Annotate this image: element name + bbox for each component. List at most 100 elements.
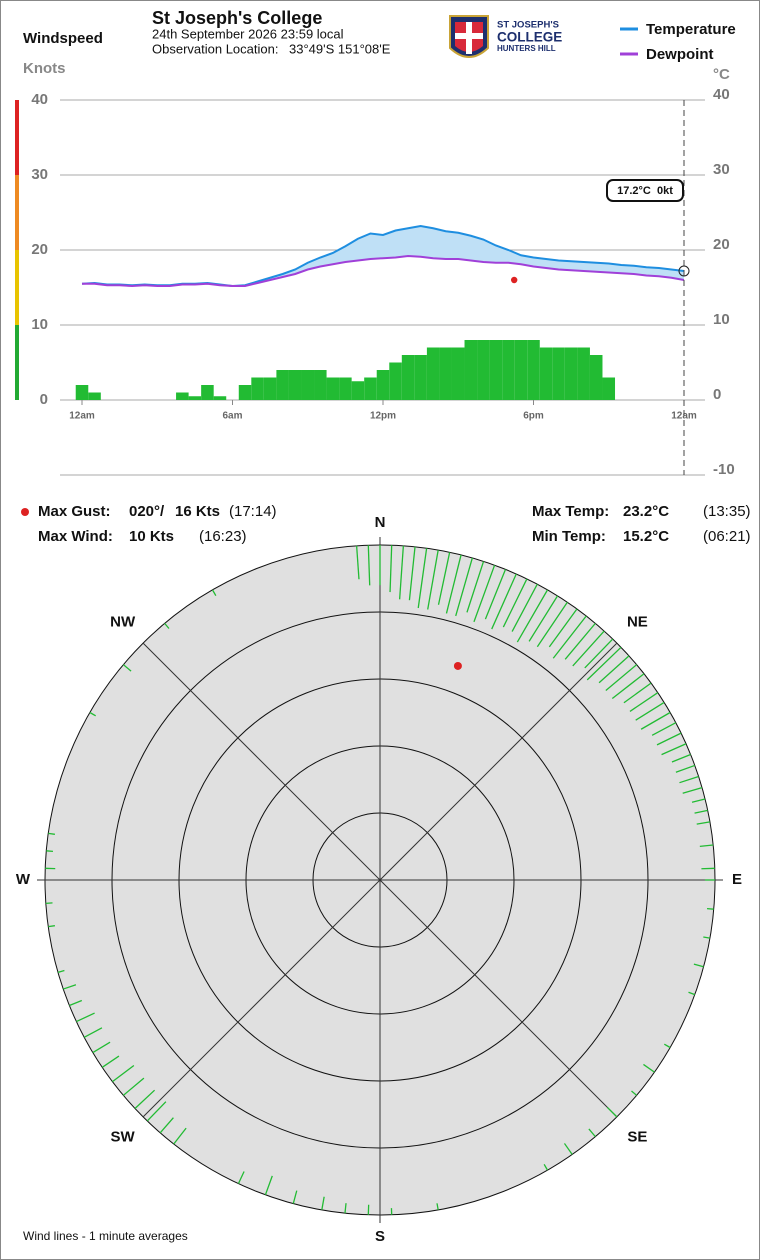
wind-line (640, 711, 671, 730)
wind-line (164, 622, 170, 629)
wind-line (211, 589, 217, 597)
stat-time: (06:21) (703, 528, 751, 545)
compass-spoke (379, 642, 618, 881)
compass-label: NW (110, 614, 136, 631)
logo-text: COLLEGE (497, 30, 562, 45)
station-title: St Joseph's College (152, 8, 322, 28)
stat-time: (16:23) (199, 528, 247, 545)
wind-bar (364, 377, 377, 400)
wind-line (389, 545, 393, 593)
logo-cross (455, 33, 483, 39)
stat-time: (17:14) (229, 503, 277, 520)
logo: ST JOSEPH'S COLLEGE HUNTERS HILL (449, 15, 562, 58)
wind-bar (564, 347, 578, 400)
wind-line (491, 573, 517, 630)
stat-value: 15.2°C (623, 528, 669, 545)
wind-bar (451, 347, 465, 400)
wind-line (367, 545, 371, 586)
wind-bar (213, 396, 227, 400)
y2-tick-label: 20 (713, 236, 730, 253)
wind-line (564, 622, 596, 660)
y2-tick-label: 0 (713, 386, 721, 403)
gust-point (453, 661, 462, 670)
wind-line (572, 630, 605, 667)
compass-label: W (16, 871, 31, 888)
wind-line (173, 1127, 187, 1145)
stat-value: 23.2°C (623, 503, 669, 520)
wind-line (688, 991, 696, 996)
footnote: Wind lines - 1 minute averages (23, 1229, 188, 1243)
wind-line (694, 809, 708, 814)
wind-bar (527, 340, 540, 400)
wind-line (484, 569, 507, 620)
wind-bar (351, 381, 365, 400)
wind-line (651, 722, 677, 736)
wind-line (112, 1064, 135, 1083)
wind-bar (263, 377, 277, 400)
date: 24th September 2026 23:59 local (152, 26, 344, 41)
wind-line (292, 1190, 298, 1204)
wind-bar (414, 355, 427, 400)
wind-bar (577, 347, 590, 400)
wind-bar (389, 362, 402, 400)
compass-spoke (142, 879, 381, 1118)
wind-line (48, 832, 55, 835)
wind-line (101, 1055, 120, 1068)
y2-tick-label: 10 (713, 311, 730, 328)
wind-line (706, 907, 714, 910)
compass-spoke (379, 879, 618, 1118)
wind-line (675, 764, 696, 773)
wind-line (344, 1203, 347, 1214)
wind-line (63, 984, 77, 990)
y-tick-label: 30 (31, 166, 48, 183)
stat-time: (13:35) (703, 503, 751, 520)
y2-tick-label: 40 (713, 86, 730, 103)
wind-line (588, 1128, 596, 1138)
stat-label: Max Wind: (38, 528, 113, 545)
y-tick-label: 20 (31, 241, 48, 258)
stat-value: 020°/ (129, 503, 165, 520)
wind-line (605, 664, 638, 692)
wind-line (661, 743, 687, 756)
wind-line (629, 692, 659, 712)
wind-line (398, 545, 405, 600)
compass-label: E (732, 871, 742, 888)
gust-legend-dot (21, 508, 29, 516)
wind-line (436, 1203, 439, 1211)
y-tick-label: 0 (40, 391, 48, 408)
wind-bar (301, 370, 315, 400)
compass-label: S (375, 1228, 385, 1245)
wind-bar (602, 377, 616, 400)
y2-tick-label: -10 (713, 461, 735, 478)
wind-line (76, 1012, 95, 1023)
wind-line (427, 549, 439, 610)
wind-line (134, 1089, 156, 1109)
wind-bar (251, 377, 264, 400)
gust-point (510, 276, 518, 284)
cursor-label: 17.2°C 0kt (617, 185, 673, 197)
y-tick-label: 40 (31, 91, 48, 108)
wind-line (536, 601, 568, 648)
wind-line (122, 664, 132, 672)
wind-bar (489, 340, 503, 400)
compass-label: N (375, 514, 386, 531)
wind-line (466, 561, 485, 613)
wind-bar (88, 392, 101, 400)
wind-line (89, 711, 97, 717)
wind-line (122, 1077, 145, 1096)
wind-bar (288, 370, 302, 400)
wind-bar (552, 347, 565, 400)
y-axis-title: Windspeed (23, 30, 103, 47)
wind-line (548, 608, 578, 648)
wind-line (682, 787, 703, 794)
legend-label: Temperature (646, 21, 736, 38)
wind-line (516, 589, 549, 643)
y2-axis-unit: °C (713, 66, 730, 83)
wind-line (408, 546, 416, 601)
wind-line (691, 798, 706, 803)
stat-value: 16 Kts (175, 503, 220, 520)
y-axis-unit: Knots (23, 60, 66, 77)
wind-line (355, 545, 360, 580)
wind-bar (539, 347, 553, 400)
